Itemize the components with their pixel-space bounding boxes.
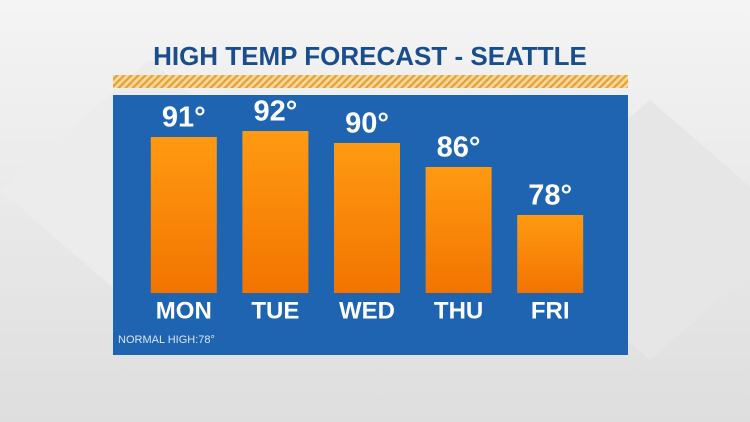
x-tick-label: THU <box>434 297 483 324</box>
bar <box>425 167 492 293</box>
value-label: 91° <box>162 102 206 134</box>
x-tick-label: FRI <box>531 297 570 324</box>
bar <box>334 143 400 293</box>
annotation: NORMAL HIGH:78° <box>118 334 215 346</box>
x-tick-label: WED <box>339 297 395 324</box>
x-tick-label: MON <box>156 297 212 324</box>
bar <box>150 137 217 293</box>
value-label: 90° <box>345 108 389 140</box>
value-label: 86° <box>437 132 481 164</box>
stripe <box>113 75 628 88</box>
bar <box>242 131 309 293</box>
x-tick-label: TUE <box>251 297 299 324</box>
value-label: 78° <box>528 180 572 212</box>
bar <box>517 215 584 293</box>
chart-title: HIGH TEMP FORECAST - SEATTLE <box>153 41 587 71</box>
value-label: 92° <box>253 96 297 128</box>
